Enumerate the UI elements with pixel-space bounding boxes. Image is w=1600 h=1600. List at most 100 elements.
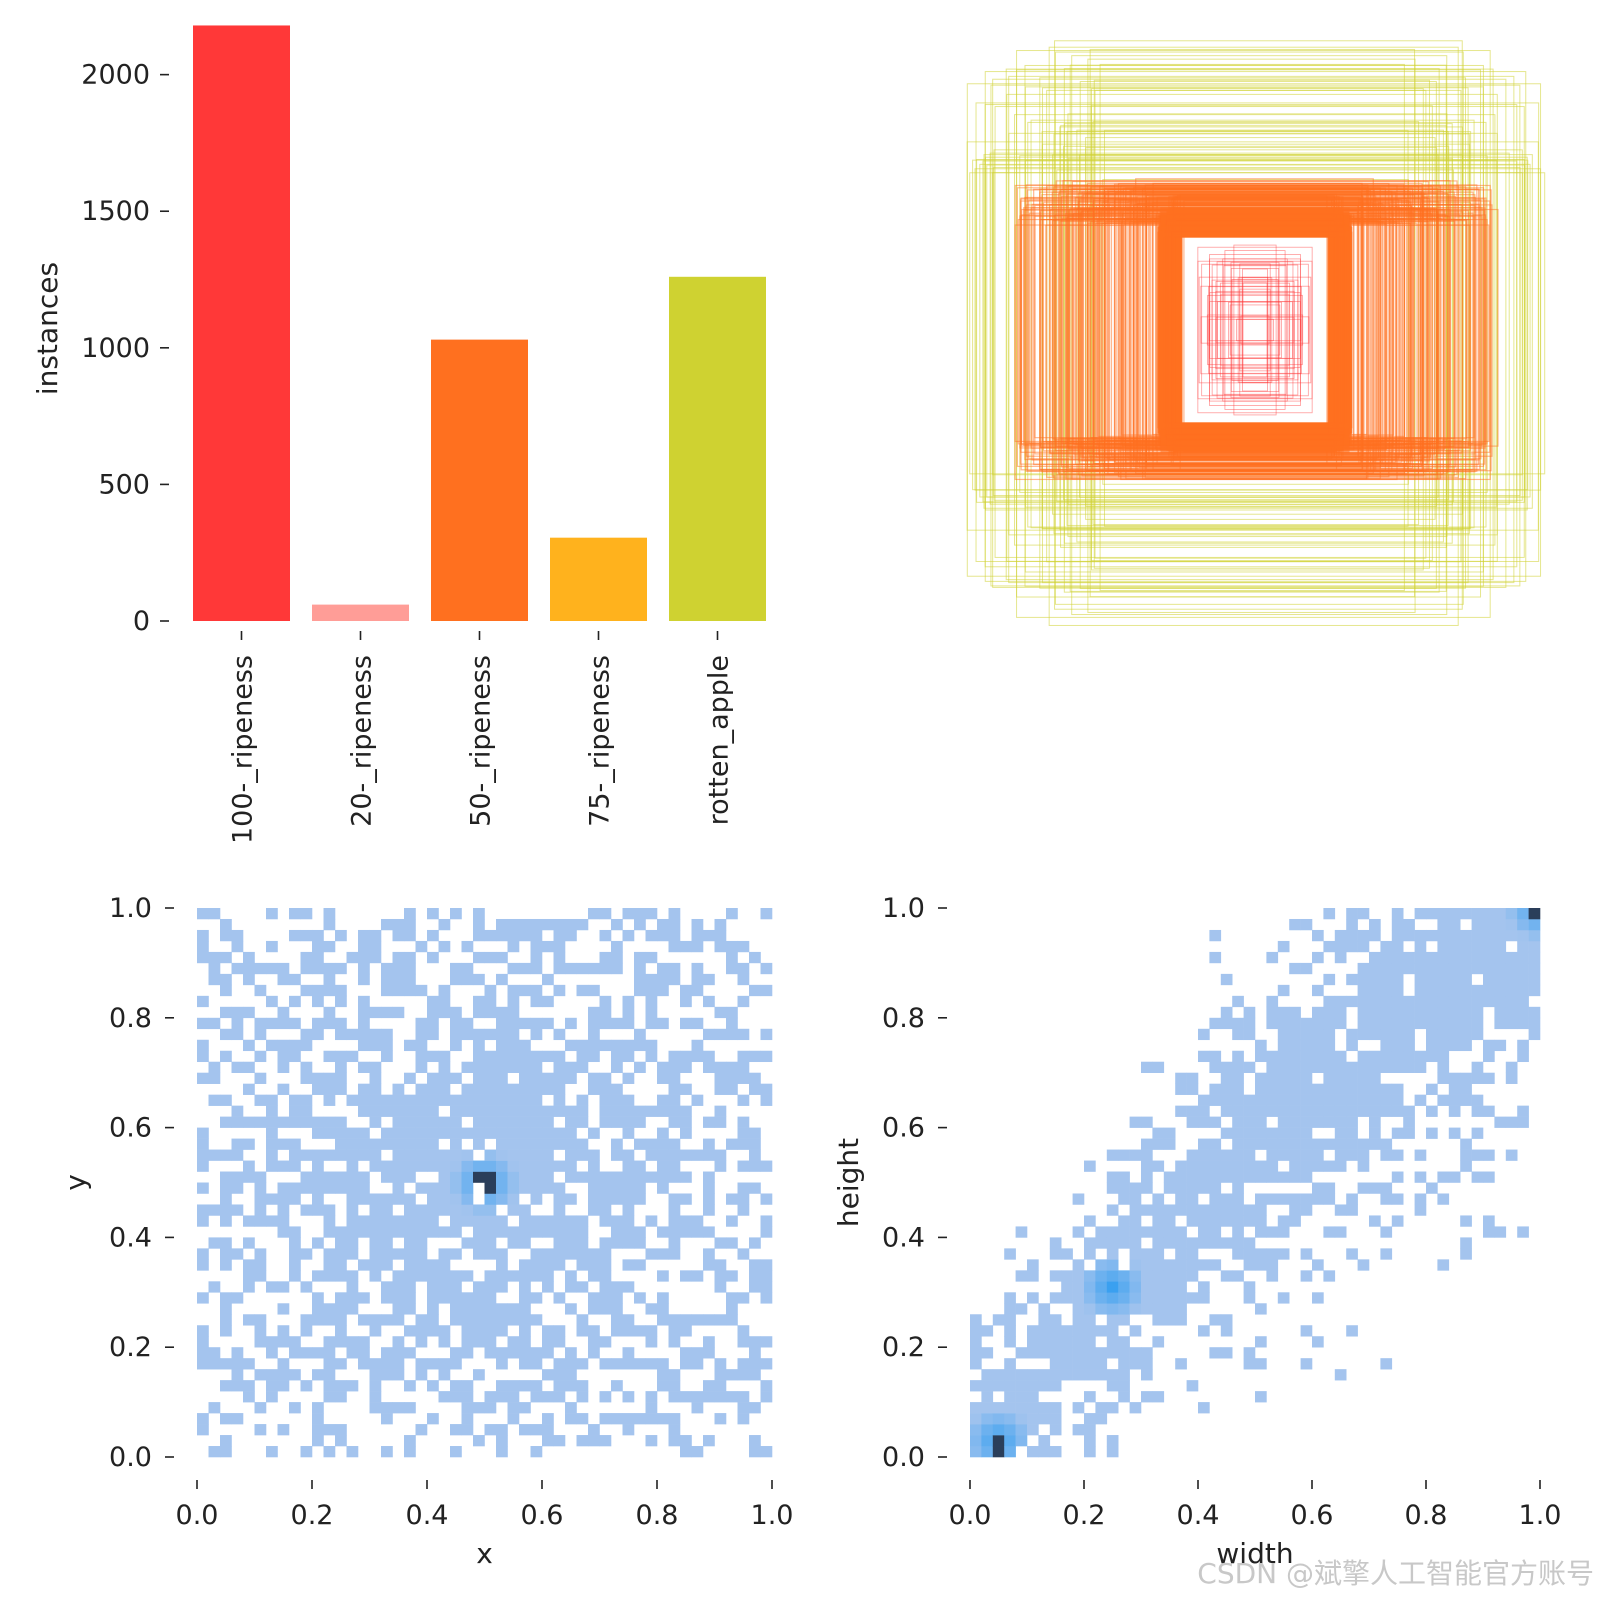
heatmap-cell	[1357, 1094, 1370, 1106]
heatmap-cell	[231, 1369, 244, 1381]
x-tick-label: 0.0	[949, 1500, 992, 1531]
heatmap-cell	[737, 1204, 750, 1216]
heatmap-cell	[588, 908, 600, 920]
heatmap-cell	[1186, 1248, 1199, 1260]
heatmap-cell	[312, 1424, 324, 1436]
heatmap-cell	[1277, 1116, 1290, 1128]
heatmap-cell	[691, 1149, 704, 1161]
y-tick-label: 0.2	[882, 1332, 925, 1363]
heatmap-cell	[714, 1237, 727, 1249]
heatmap-cell	[703, 1061, 715, 1073]
heatmap-cell	[530, 1446, 543, 1458]
heatmap-cell	[1095, 1292, 1108, 1304]
heatmap-cell	[622, 1160, 635, 1172]
heatmap-cell	[530, 1424, 543, 1436]
heatmap-cell	[1232, 1083, 1244, 1095]
x-tick-label: 1.0	[1519, 1500, 1562, 1531]
heatmap-cell	[680, 995, 692, 1008]
heatmap-cell	[312, 1292, 324, 1304]
heatmap-cell	[1061, 1358, 1073, 1370]
heatmap-cell	[404, 1347, 416, 1359]
heatmap-cell	[1414, 984, 1427, 997]
heatmap-cell	[1152, 1160, 1165, 1172]
heatmap-cell	[1209, 1116, 1222, 1128]
heatmap-cell	[542, 1127, 554, 1139]
heatmap-cell	[300, 1105, 313, 1117]
heatmap-cell	[622, 995, 635, 1008]
heatmap-cell	[714, 1006, 727, 1019]
heatmap-cell	[1437, 951, 1450, 964]
heatmap-cell	[1243, 1281, 1256, 1293]
heatmap-cell	[1118, 1270, 1130, 1282]
heatmap-cell	[300, 908, 313, 920]
heatmap-cell	[450, 1303, 462, 1315]
heatmap-cell	[634, 1193, 646, 1205]
heatmap-cell	[1220, 1006, 1233, 1019]
heatmap-cell	[450, 1193, 462, 1205]
heatmap-cell	[1528, 940, 1541, 953]
heatmap-cell	[1129, 1237, 1142, 1249]
heatmap-cell	[1403, 1061, 1415, 1073]
box-50-ripeness	[1173, 208, 1337, 452]
heatmap-cell	[220, 1248, 232, 1260]
heatmap-cell	[1152, 1248, 1165, 1260]
heatmap-cell	[507, 1006, 520, 1019]
heatmap-cell	[1220, 1237, 1233, 1249]
heatmap-cell	[450, 1116, 462, 1128]
heatmap-cell	[611, 1149, 623, 1161]
heatmap-cell	[1084, 1215, 1096, 1227]
heatmap-cell	[1494, 1039, 1507, 1052]
heatmap-cell	[1209, 1149, 1222, 1161]
heatmap-cell	[208, 1237, 221, 1249]
watermark: CSDN @斌擎人工智能官方账号	[1197, 1557, 1594, 1590]
heatmap-cell	[703, 1028, 715, 1041]
heatmap-cell	[450, 1039, 462, 1052]
heatmap-cell	[496, 1105, 508, 1117]
heatmap-cell	[1483, 962, 1495, 975]
heatmap-cell	[634, 984, 646, 997]
heatmap-cell	[1494, 918, 1507, 931]
heatmap-cell	[1289, 1138, 1301, 1150]
heatmap-cell	[1266, 1094, 1279, 1106]
heatmap-cell	[1118, 1237, 1130, 1249]
heatmap-cell	[519, 1116, 531, 1128]
heatmap-cell	[1323, 1017, 1336, 1030]
heatmap-cell	[484, 1424, 497, 1436]
heatmap-cell	[1448, 940, 1461, 953]
heatmap-cell	[1027, 1380, 1039, 1392]
heatmap-cell	[760, 1270, 773, 1282]
box-rotten_apple	[1014, 114, 1496, 546]
heatmap-cell	[392, 1303, 405, 1315]
heatmap-cell	[335, 1358, 347, 1370]
heatmap-cell	[588, 1259, 600, 1271]
heatmap-cell	[565, 1215, 577, 1227]
heatmap-cell	[1300, 1050, 1313, 1063]
bar	[550, 537, 647, 621]
heatmap-cell	[1027, 1391, 1039, 1403]
heatmap-cell	[289, 1369, 301, 1381]
heatmap-cell	[1129, 1292, 1142, 1304]
heatmap-cell	[243, 1281, 255, 1293]
heatmap-cell	[484, 1204, 497, 1216]
heatmap-cell	[553, 951, 566, 964]
heatmap-cell	[1380, 1028, 1393, 1041]
box-50-ripeness	[1162, 214, 1348, 446]
heatmap-cell	[484, 995, 497, 1008]
heatmap-cell	[473, 1083, 485, 1095]
heatmap-cell	[1528, 1028, 1541, 1041]
heatmap-cell	[553, 1204, 566, 1216]
heatmap-cell	[981, 1369, 994, 1381]
heatmap-cell	[404, 951, 416, 964]
heatmap-cell	[197, 995, 209, 1008]
heatmap-cell	[346, 1171, 359, 1183]
heatmap-cell	[680, 1083, 692, 1095]
heatmap-cell	[289, 1017, 301, 1030]
heatmap-cell	[473, 1248, 485, 1260]
heatmap-cell	[1209, 1259, 1222, 1271]
heatmap-cell	[530, 1347, 543, 1359]
heatmap-cell	[496, 1083, 508, 1095]
heatmap-cell	[1118, 1314, 1130, 1326]
heatmap-cell	[1391, 929, 1404, 942]
y-tick-label: 0.8	[882, 1003, 925, 1034]
heatmap-cell	[473, 1303, 485, 1315]
